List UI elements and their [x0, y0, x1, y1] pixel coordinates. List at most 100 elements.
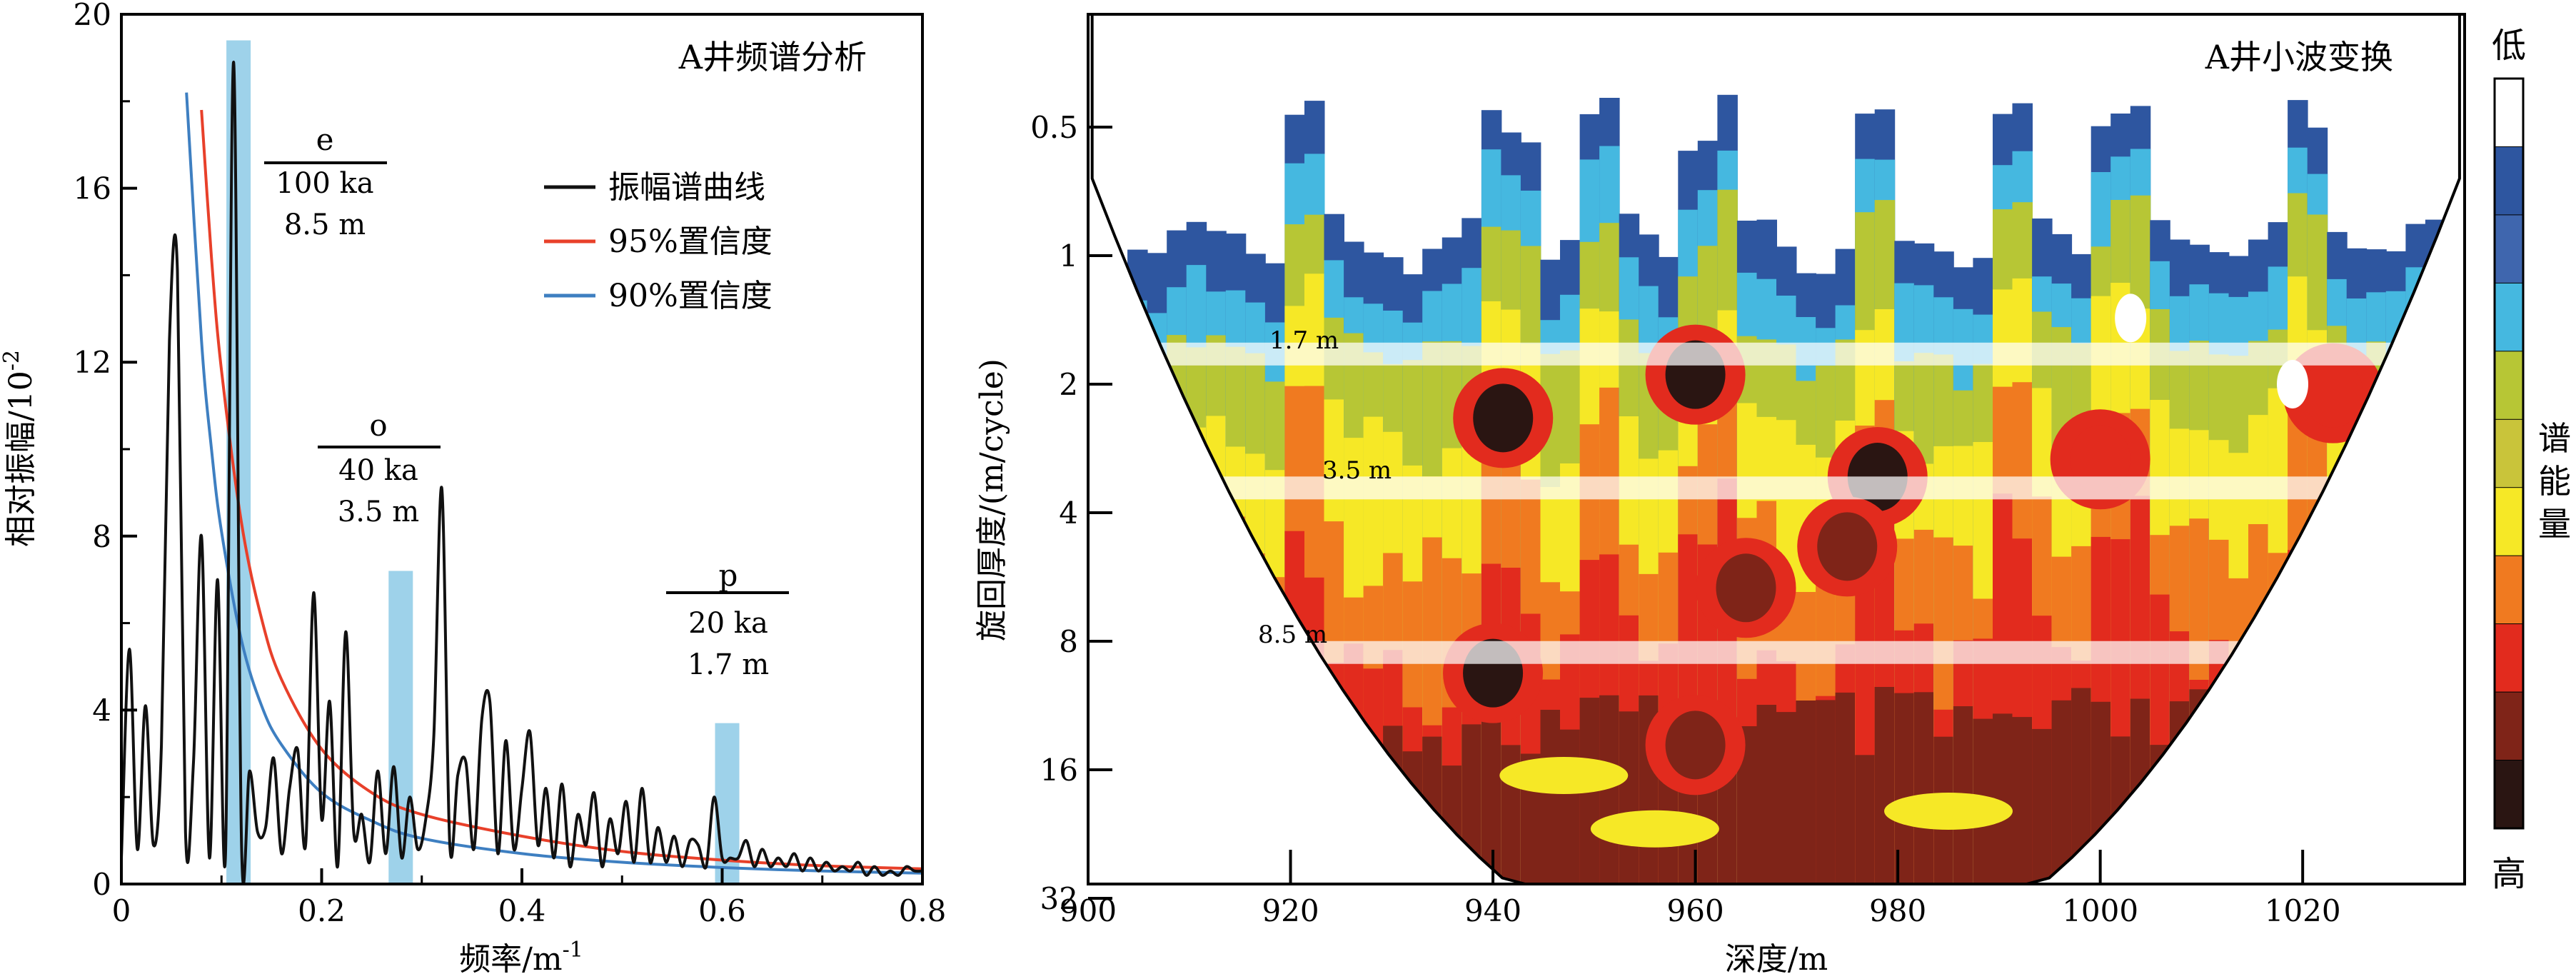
wavelet-y-axis-label: 旋回厚度/(m/cycle) — [974, 358, 1010, 641]
cycle-tick-label-5: 16 — [1040, 753, 1078, 788]
colorbar-cell-5 — [2494, 418, 2524, 488]
y-tick-label-3: 12 — [74, 345, 111, 380]
spectrum-y-axis-exponent: -2 — [0, 350, 24, 371]
colorbar-low-label: 低 — [2492, 26, 2526, 66]
colorbar-title-1: 谱 — [2538, 419, 2571, 458]
energy-patch-1 — [1590, 810, 1719, 848]
annotation-p-name: p — [719, 558, 738, 593]
depth-tick-label-2: 940 — [1464, 893, 1521, 928]
energy-peak-6 — [2070, 425, 2130, 494]
spectrum-legend: 振幅谱曲线 95%置信度 90%置信度 — [544, 169, 773, 314]
energy-cell — [2012, 717, 2033, 884]
y-tick-label-2: 8 — [92, 519, 111, 554]
x-tick-label-4: 0.8 — [899, 893, 947, 928]
colorbar-cells — [2494, 78, 2524, 829]
energy-cell — [1619, 711, 1640, 884]
spectrum-x-ticks: 0 0.2 0.4 0.6 0.8 — [112, 868, 947, 928]
colorbar-cell-10 — [2494, 760, 2524, 829]
depth-tick-label-1: 920 — [1262, 893, 1319, 928]
cycle-tick-label-2: 2 — [1059, 367, 1078, 402]
annotation-e-period: 100 ka — [276, 167, 373, 200]
spectrum-y-ticks: 0 4 8 12 16 20 — [74, 0, 137, 902]
spectrum-y-axis-text: 相对振幅/10 — [3, 371, 39, 547]
colorbar-title-3: 量 — [2538, 505, 2571, 543]
annotation-o-name: o — [369, 408, 387, 443]
energy-cell — [2032, 728, 2053, 884]
wavelet-band-label-3: 8.5 m — [1258, 621, 1327, 649]
annotation-e: e 100 ka 8.5 m — [264, 122, 387, 241]
energy-cell — [1776, 712, 1797, 884]
energy-peak-0 — [1473, 383, 1534, 453]
colorbar-cell-7 — [2494, 555, 2524, 625]
amplitude-curve — [121, 60, 922, 884]
annotation-p: p 20 ka 1.7 m — [666, 558, 789, 681]
cycle-tick-label-3: 4 — [1059, 496, 1078, 531]
energy-patch-0 — [1499, 756, 1629, 794]
series-90-confidence — [185, 92, 922, 875]
legend-label-90: 90%置信度 — [608, 278, 773, 314]
energy-cell — [2051, 700, 2073, 884]
energy-colorbar: 低 高 谱 能 量 — [2492, 26, 2571, 894]
cycle-tick-label-6: 32 — [1040, 881, 1078, 916]
colorbar-cell-2 — [2494, 214, 2524, 284]
wavelet-x-axis-label: 深度/m — [1725, 941, 1828, 978]
legend-label-amplitude: 振幅谱曲线 — [608, 169, 765, 206]
annotation-o-thickness: 3.5 m — [338, 496, 419, 528]
depth-tick-label-3: 960 — [1667, 893, 1724, 928]
annotation-e-name: e — [316, 122, 334, 157]
depth-tick-label-4: 980 — [1869, 893, 1926, 928]
cycle-band-2 — [1092, 476, 2460, 500]
colorbar-title-2: 能 — [2538, 462, 2571, 501]
annotation-o: o 40 ka 3.5 m — [318, 408, 441, 528]
energy-cell — [1855, 755, 1876, 884]
series-95-confidence — [200, 109, 922, 870]
energy-cell — [1560, 729, 1581, 884]
colorbar-frame — [2493, 77, 2525, 830]
highlight-bar-3 — [715, 723, 740, 884]
colorbar-cell-1 — [2494, 146, 2524, 216]
wavelet-y-ticks: 0.5 1 2 4 8 16 32 — [1030, 110, 1112, 916]
spectrum-x-axis-label: 频率/m-1 — [459, 938, 583, 978]
energy-cell — [1913, 692, 1935, 884]
y-tick-label-1: 4 — [92, 693, 111, 728]
colorbar-cell-8 — [2494, 623, 2524, 693]
x-tick-label-3: 0.6 — [698, 893, 746, 928]
colorbar-high-label: 高 — [2492, 854, 2526, 894]
energy-cell — [1540, 710, 1561, 884]
spectrum-y-axis-label: 相对振幅/10-2 — [0, 350, 39, 547]
energy-cell — [1835, 692, 1856, 884]
energy-cell — [1874, 687, 1896, 884]
energy-peak-4 — [1817, 512, 1878, 581]
annotation-e-thickness: 8.5 m — [284, 209, 366, 241]
energy-cell — [1816, 700, 1836, 884]
annotation-p-thickness: 1.7 m — [688, 648, 769, 681]
energy-patch-2 — [1884, 792, 2013, 830]
energy-cell — [1756, 705, 1777, 884]
wavelet-band-label-1: 1.7 m — [1269, 326, 1339, 355]
spectrum-x-axis-text: 频率/m — [459, 941, 563, 978]
y-tick-label-0: 0 — [92, 867, 111, 902]
spectrum-x-axis-exponent: -1 — [563, 938, 583, 963]
depth-tick-label-6: 1020 — [2265, 893, 2341, 928]
colorbar-cell-9 — [2494, 691, 2524, 761]
series-amplitude — [121, 60, 922, 884]
spectrum-panel: 0 0.2 0.4 0.6 0.8 0 4 8 12 16 20 A井频谱分析 振幅谱曲线 95%… — [0, 0, 946, 978]
legend-label-95: 95%置信度 — [608, 224, 773, 260]
colorbar-cell-3 — [2494, 282, 2524, 352]
energy-peak-7 — [2303, 358, 2363, 428]
confidence-curves — [185, 92, 922, 875]
energy-peak-8 — [1665, 711, 1726, 780]
cycle-tick-label-4: 8 — [1059, 624, 1078, 659]
cycle-tick-label-1: 1 — [1059, 239, 1078, 273]
energy-peak-5 — [1716, 553, 1776, 623]
low-energy-pocket-2 — [2115, 293, 2147, 343]
y-tick-label-4: 16 — [74, 171, 111, 206]
wavelet-band-label-2: 3.5 m — [1322, 456, 1392, 485]
colorbar-cell-6 — [2494, 487, 2524, 557]
wavelet-x-ticks: 900 920 940 960 980 1000 1020 — [1060, 850, 2341, 928]
x-tick-label-2: 0.4 — [498, 893, 546, 928]
y-tick-label-5: 20 — [74, 0, 111, 32]
x-tick-label-1: 0.2 — [298, 893, 346, 928]
